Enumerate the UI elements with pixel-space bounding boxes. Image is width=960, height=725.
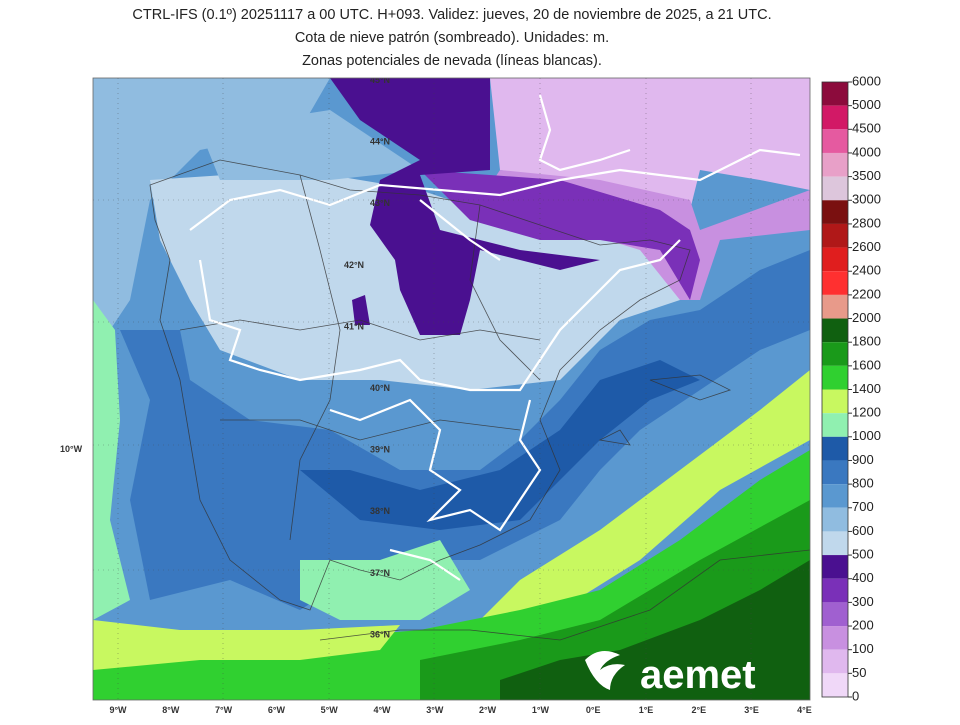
colorbar-label: 6000 xyxy=(852,73,881,88)
title-line: Cota de nieve patrón (sombreado). Unidad… xyxy=(295,30,609,46)
colorbar-label: 100 xyxy=(852,641,874,656)
lon-label: 1°E xyxy=(639,705,654,715)
colorbar-label: 2000 xyxy=(852,310,881,325)
lon-label: 3°E xyxy=(744,705,759,715)
colorbar-swatch xyxy=(822,271,848,295)
colorbar-swatch xyxy=(822,129,848,153)
colorbar-label: 1400 xyxy=(852,381,881,396)
colorbar-swatch xyxy=(822,294,848,319)
colorbar-label: 2800 xyxy=(852,215,881,230)
colorbar-swatch xyxy=(822,602,848,627)
colorbar-swatch xyxy=(822,365,848,390)
map-frame xyxy=(92,77,811,701)
colorbar-swatch xyxy=(822,484,848,508)
lon-label: 2°E xyxy=(691,705,706,715)
colorbar-label: 600 xyxy=(852,523,874,538)
colorbar-swatch xyxy=(822,649,848,674)
colorbar-swatch xyxy=(822,626,848,650)
lat-label: 40°N xyxy=(370,383,390,393)
colorbar-label: 2600 xyxy=(852,239,881,254)
colorbar-label: 1600 xyxy=(852,357,881,372)
lat-label: 37°N xyxy=(370,568,390,578)
colorbar-label: 3000 xyxy=(852,192,881,207)
lon-label: 2°W xyxy=(479,705,497,715)
lon-label: 7°W xyxy=(215,705,233,715)
lat-label: 41°N xyxy=(344,321,364,331)
logo: aemet xyxy=(585,651,756,697)
colorbar-swatch xyxy=(822,436,848,461)
lon-label: 6°W xyxy=(268,705,286,715)
logo-text: aemet xyxy=(640,653,756,697)
lat-label: 43°N xyxy=(370,198,390,208)
lon-label: 9°W xyxy=(109,705,127,715)
lon-label: 8°W xyxy=(162,705,180,715)
colorbar-label: 2200 xyxy=(852,286,881,301)
lat-label: 36°N xyxy=(370,629,390,639)
lon-label: 1°W xyxy=(532,705,550,715)
colorbar-swatch xyxy=(822,531,848,556)
colorbar-label: 4500 xyxy=(852,121,881,136)
lon-label: 5°W xyxy=(321,705,339,715)
colorbar-swatch xyxy=(822,389,848,414)
colorbar-swatch xyxy=(822,105,848,130)
colorbar-swatch xyxy=(822,318,848,343)
lon-label: 3°W xyxy=(426,705,444,715)
lon-labels: 9°W 8°W 7°W 6°W 5°W 4°W 3°W 2°W 1°W 0°E 1°E 2°E 3°E 4… xyxy=(109,705,811,715)
lon-label: 10°W xyxy=(60,444,83,454)
lat-label: 44°N xyxy=(370,137,390,147)
title-line: Zonas potenciales de nevada (líneas blan… xyxy=(302,53,602,69)
colorbar-label: 2400 xyxy=(852,263,881,278)
colorbar-label: 1000 xyxy=(852,428,881,443)
colorbar-label: 1800 xyxy=(852,334,881,349)
colorbar-label: 3500 xyxy=(852,168,881,183)
colorbar-label: 900 xyxy=(852,452,874,467)
lat-label: 39°N xyxy=(370,445,390,455)
lon-label: 0°E xyxy=(586,705,601,715)
colorbar-swatch xyxy=(822,223,848,248)
colorbar: 6000500045004000350030002800260024002200… xyxy=(821,73,881,703)
colorbar-swatch xyxy=(822,82,848,106)
colorbar-label: 0 xyxy=(852,688,859,703)
colorbar-label: 400 xyxy=(852,570,874,585)
colorbar-label: 4000 xyxy=(852,144,881,159)
colorbar-swatch xyxy=(822,460,848,485)
lon-label: 4°E xyxy=(797,705,812,715)
title-line: CTRL-IFS (0.1º) 20251117 a 00 UTC. H+093… xyxy=(132,7,771,23)
map: 45°N 44°N 43°N 42°N 41°N 40°N 39°N 38°N 37°N 36°N… xyxy=(93,75,810,700)
colorbar-swatch xyxy=(822,555,848,579)
lon-label: 4°W xyxy=(373,705,391,715)
colorbar-label: 300 xyxy=(852,594,874,609)
colorbar-label: 5000 xyxy=(852,97,881,112)
colorbar-swatch xyxy=(822,247,848,272)
colorbar-swatch xyxy=(822,673,848,697)
colorbar-label: 200 xyxy=(852,617,874,632)
colorbar-swatch xyxy=(822,578,848,603)
colorbar-swatch xyxy=(822,507,848,532)
colorbar-label: 700 xyxy=(852,499,874,514)
colorbar-label: 800 xyxy=(852,476,874,491)
colorbar-swatch xyxy=(822,152,848,177)
lat-label: 38°N xyxy=(370,506,390,516)
colorbar-swatch xyxy=(822,342,848,366)
colorbar-swatch xyxy=(822,413,848,437)
colorbar-label: 500 xyxy=(852,547,874,562)
lat-label: 42°N xyxy=(344,260,364,270)
colorbar-swatch xyxy=(822,200,848,224)
colorbar-swatch xyxy=(822,176,848,201)
lat-label: 45°N xyxy=(370,75,390,85)
lat-labels: 45°N 44°N 43°N 42°N 41°N 40°N 39°N 38°N 37°N 36°N xyxy=(344,75,390,639)
graticule xyxy=(93,78,810,700)
colorbar-label: 50 xyxy=(852,665,866,680)
colorbar-label: 1200 xyxy=(852,405,881,420)
